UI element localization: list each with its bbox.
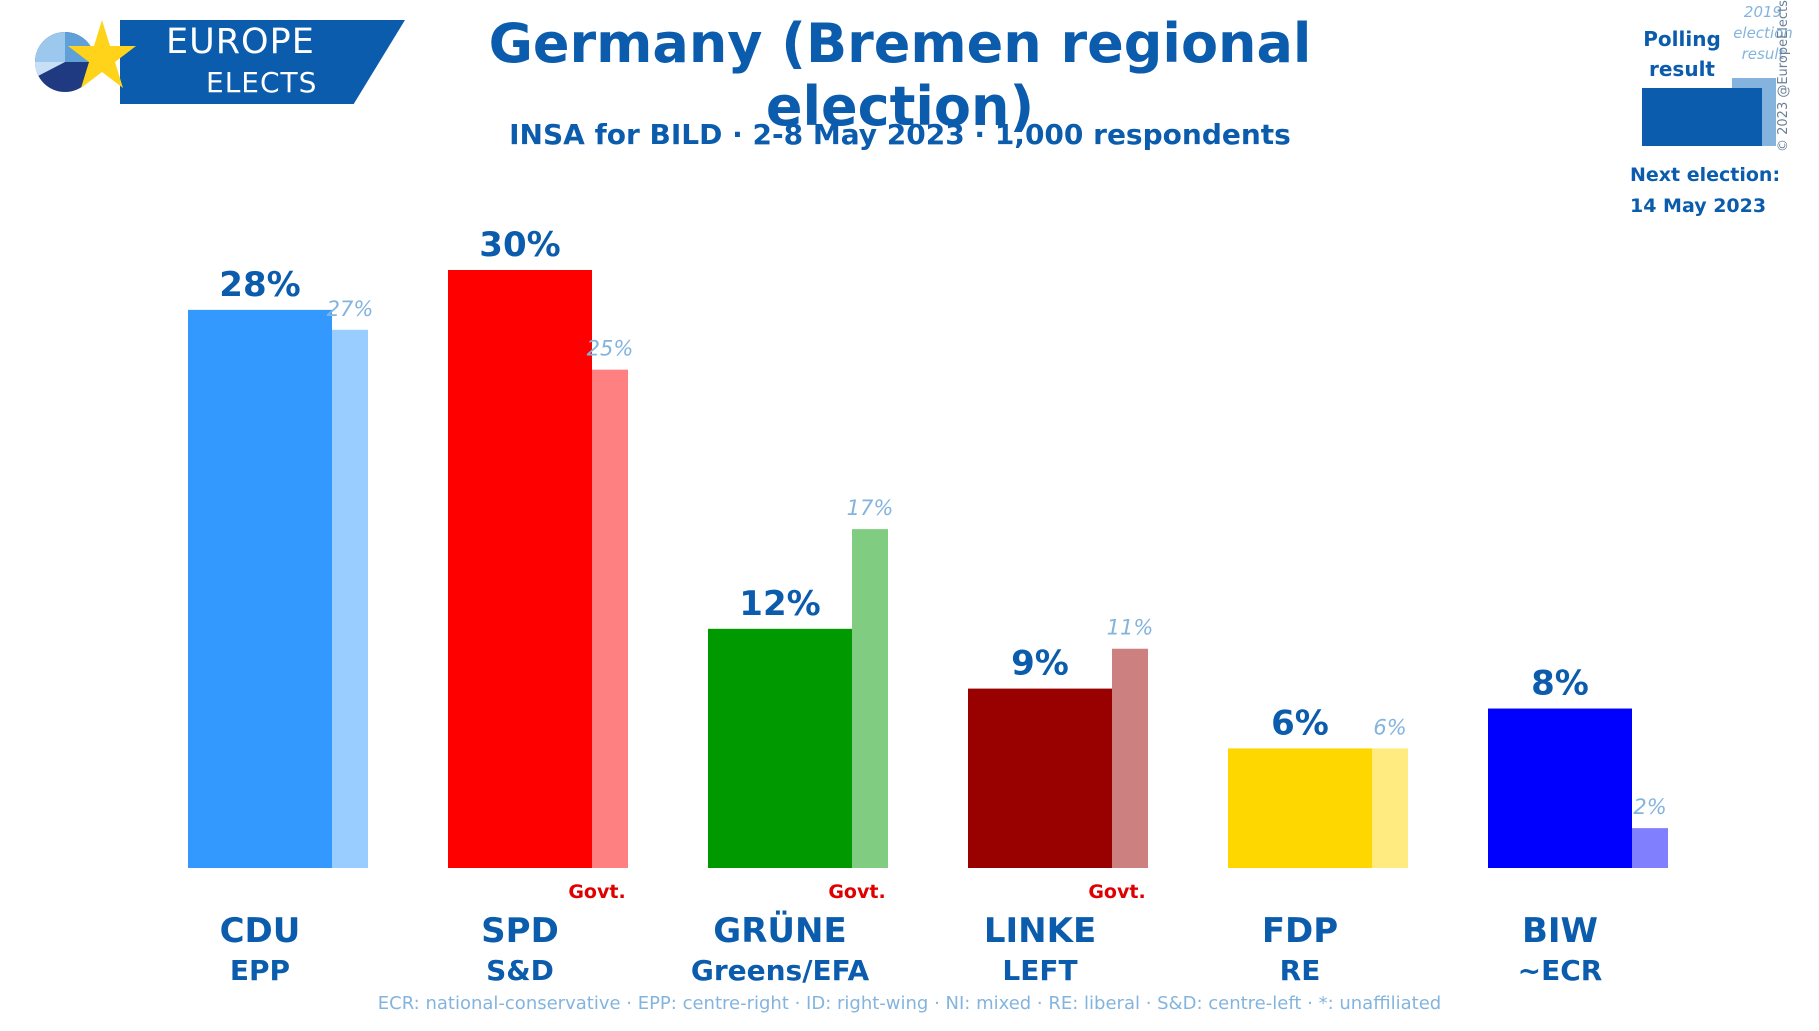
category-label-4: FDP (1262, 911, 1338, 951)
category-label-1: SPD (481, 911, 559, 951)
govt-label-3: Govt. (1088, 881, 1145, 903)
logo-emblem-icon (34, 20, 136, 92)
next-election: Next election: 14 May 2023 (1630, 160, 1780, 222)
bar-2019-5 (1632, 828, 1668, 868)
category-label-0: CDU (220, 911, 301, 951)
logo-text-elects: ELECTS (206, 66, 318, 99)
next-election-date: 14 May 2023 (1630, 195, 1767, 217)
data-label-2019-0: 27% (327, 297, 374, 321)
europe-elects-logo: EUROPE ELECTS (0, 0, 420, 120)
bar-2019-0 (332, 329, 368, 868)
category-label-3: LINKE (984, 911, 1096, 951)
legend-polling-label: Polling result (1643, 27, 1721, 81)
group-label-1: S&D (486, 954, 554, 987)
bar-poll-0 (188, 309, 332, 868)
data-label-2019-1: 25% (587, 337, 634, 361)
bar-2019-2 (852, 529, 888, 868)
legend-previous-label: 2019 election result (1733, 3, 1793, 63)
data-label-poll-4: 6% (1271, 703, 1329, 743)
data-label-poll-1: 30% (479, 225, 560, 265)
next-election-label: Next election: (1630, 164, 1781, 186)
category-label-2: GRÜNE (713, 910, 846, 951)
group-label-2: Greens/EFA (691, 954, 870, 987)
legend-polling-swatch (1642, 88, 1762, 146)
bar-poll-1 (448, 270, 592, 868)
data-label-2019-2: 17% (847, 496, 894, 520)
bar-2019-1 (592, 369, 628, 868)
group-label-0: EPP (230, 954, 290, 987)
data-label-poll-5: 8% (1531, 664, 1589, 704)
category-label-5: BIW (1522, 911, 1598, 951)
data-label-2019-3: 11% (1107, 616, 1154, 640)
govt-label-2: Govt. (828, 881, 885, 903)
legend: 2019 election result Polling result (1630, 0, 1819, 230)
data-label-2019-5: 2% (1633, 795, 1666, 819)
data-label-poll-3: 9% (1011, 644, 1069, 684)
govt-label-1: Govt. (568, 881, 625, 903)
bar-2019-3 (1112, 648, 1148, 868)
chart-title: Germany (Bremen regional election) (488, 12, 1312, 138)
group-label-3: LEFT (1002, 954, 1077, 987)
footnote: ECR: national-conservative · EPP: centre… (377, 993, 1442, 1014)
group-label-4: RE (1280, 954, 1321, 987)
bar-poll-3 (968, 688, 1112, 868)
bar-poll-2 (708, 628, 852, 868)
bar-2019-4 (1372, 748, 1408, 868)
logo-banner (120, 20, 405, 104)
logo-text-europe: EUROPE (166, 22, 315, 62)
data-label-poll-0: 28% (219, 265, 300, 305)
bar-poll-4 (1228, 748, 1372, 868)
chart-subtitle: INSA for BILD · 2-8 May 2023 · 1,000 res… (509, 118, 1291, 151)
data-label-2019-4: 6% (1373, 715, 1406, 739)
group-label-5: ~ECR (1518, 954, 1603, 987)
data-label-poll-2: 12% (739, 584, 820, 624)
bar-poll-5 (1488, 708, 1632, 868)
